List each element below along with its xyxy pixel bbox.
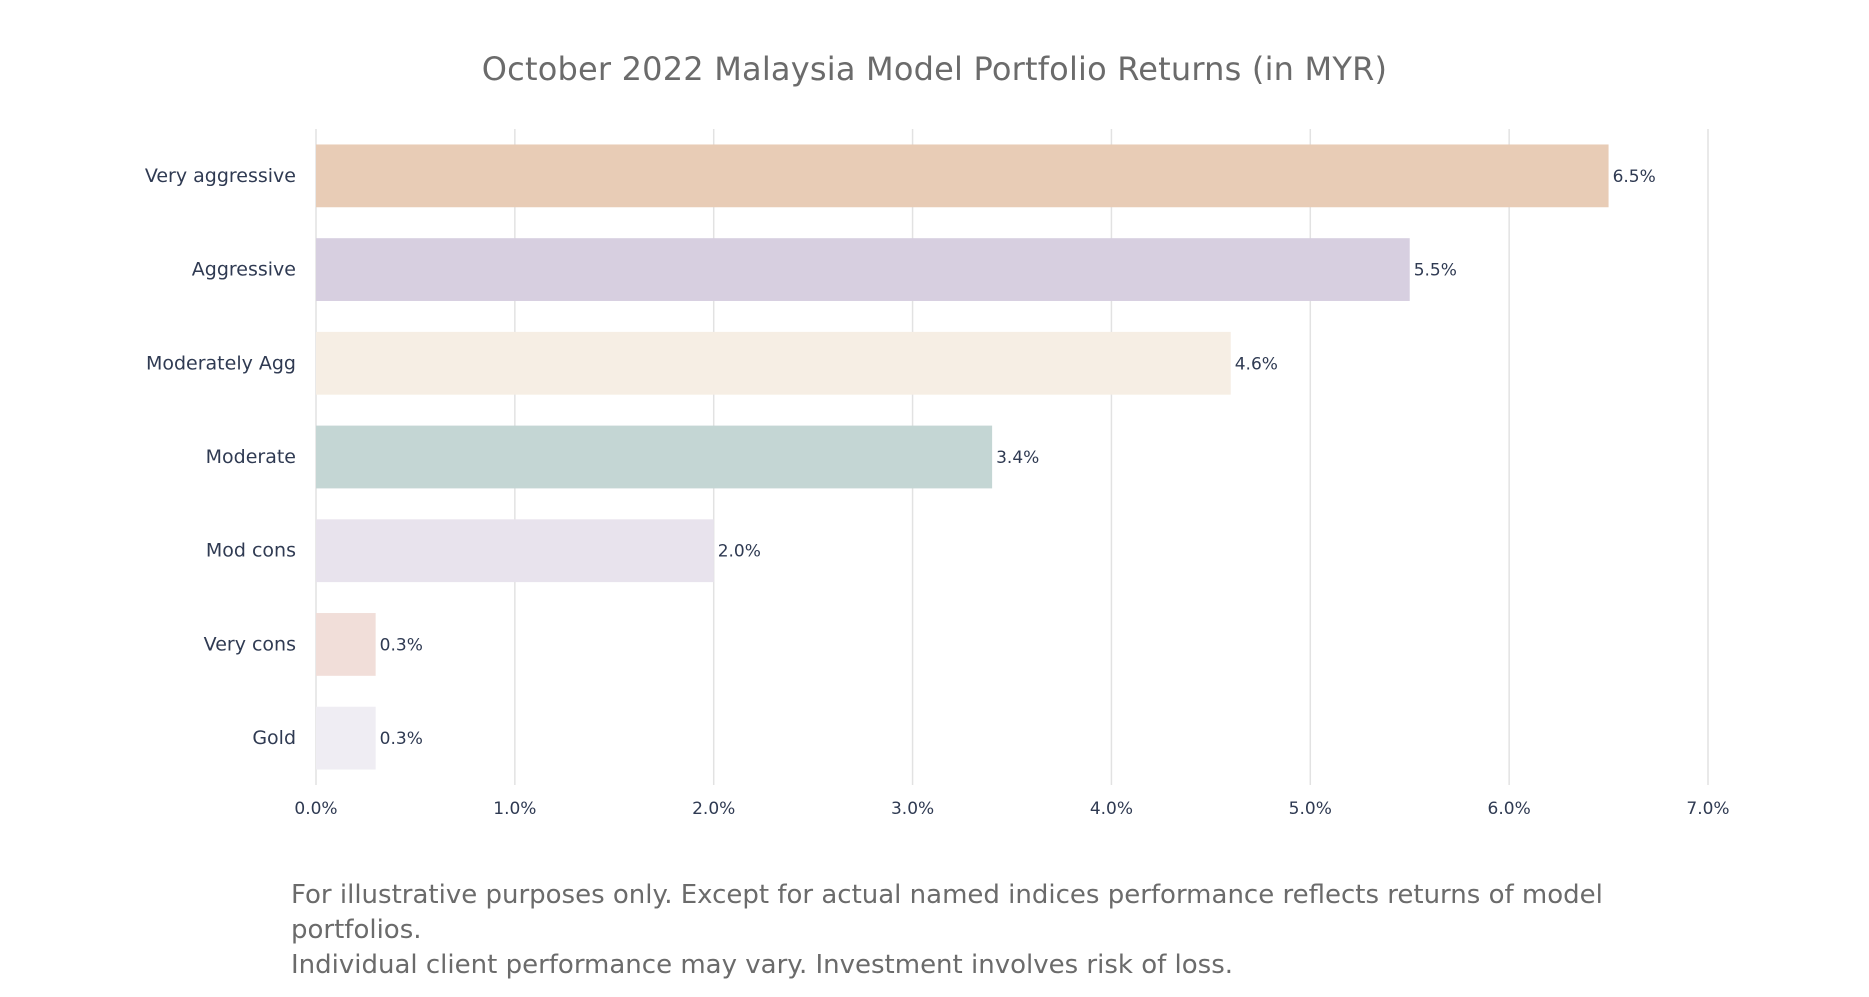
x-tick-label: 2.0% (692, 799, 735, 819)
value-label: 0.3% (380, 729, 423, 749)
chart-title: October 2022 Malaysia Model Portfolio Re… (481, 50, 1388, 88)
footnote-line-1: For illustrative purposes only. Except f… (291, 880, 1603, 945)
x-tick-label: 0.0% (294, 799, 337, 819)
x-tick-label: 5.0% (1289, 799, 1332, 819)
x-axis-ticks: 0.0% 1.0% 2.0% 3.0% 4.0% 5.0% 6.0% 7.0% (294, 799, 1729, 819)
value-label: 4.6% (1235, 354, 1278, 374)
category-label: Aggressive (192, 259, 296, 281)
category-labels: Very aggressive Aggressive Moderately Agg M… (145, 165, 296, 749)
bar-6 (316, 706, 376, 770)
x-tick-label: 4.0% (1090, 799, 1133, 819)
category-label: Moderately Agg (146, 352, 296, 374)
bars (316, 144, 1609, 770)
category-label: Very aggressive (145, 165, 296, 187)
x-tick-label: 3.0% (891, 799, 934, 819)
value-label: 2.0% (718, 542, 761, 562)
footnote-line-2: Individual client performance may vary. … (291, 950, 1234, 980)
disclaimer-footnote: For illustrative purposes only. Except f… (291, 878, 1691, 983)
bar-3 (316, 425, 993, 489)
bar-2 (316, 331, 1231, 395)
value-label: 0.3% (380, 635, 423, 655)
category-label: Very cons (204, 633, 296, 655)
bar-5 (316, 613, 376, 676)
bar-0 (316, 144, 1609, 208)
bar-4 (316, 519, 714, 583)
x-tick-label: 7.0% (1686, 799, 1729, 819)
x-tick-label: 1.0% (493, 799, 536, 819)
category-label: Moderate (206, 446, 296, 468)
value-label: 5.5% (1414, 261, 1457, 281)
bar-1 (316, 238, 1410, 301)
x-tick-label: 6.0% (1488, 799, 1531, 819)
value-label: 6.5% (1613, 167, 1656, 187)
value-labels: 6.5% 5.5% 4.6% 3.4% 2.0% 0.3% 0.3% (380, 167, 1656, 749)
category-label: Gold (252, 727, 296, 749)
bar-chart: Very aggressive Aggressive Moderately Agg M… (145, 129, 1730, 819)
category-label: Mod cons (206, 540, 296, 562)
value-label: 3.4% (996, 448, 1039, 468)
